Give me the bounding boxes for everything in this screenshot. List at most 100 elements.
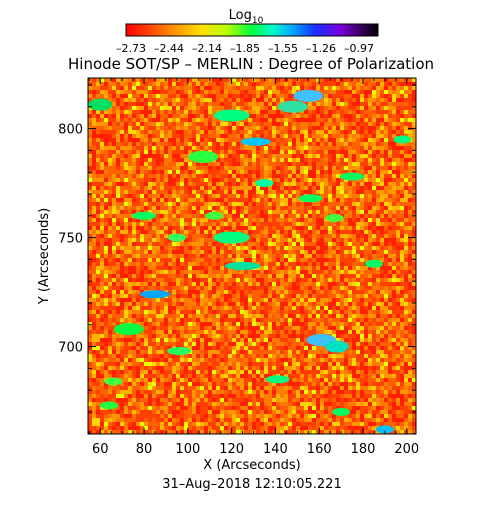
heatmap-cell [156,134,160,138]
heatmap-cell [324,94,328,98]
heatmap-cell [248,174,252,178]
heatmap-cell [164,182,168,186]
heatmap-cell [412,198,416,202]
heatmap-cell [380,178,384,182]
heatmap-cell [344,98,348,102]
heatmap-cell [380,298,384,302]
heatmap-cell [412,134,416,138]
heatmap-cell [96,130,100,134]
heatmap-cell [188,218,192,222]
heatmap-cell [276,294,280,298]
heatmap-cell [372,282,376,286]
heatmap-cell [352,310,356,314]
heatmap-cell [108,158,112,162]
heatmap-cell [356,210,360,214]
heatmap-cell [396,202,400,206]
heatmap-cell [324,270,328,274]
heatmap-cell [336,250,340,254]
heatmap-cell [144,258,148,262]
heatmap-cell [372,310,376,314]
heatmap-cell [308,174,312,178]
heatmap-cell [200,310,204,314]
heatmap-cell [132,262,136,266]
heatmap-cell [332,266,336,270]
heatmap-cell [168,258,172,262]
heatmap-cell [324,126,328,130]
heatmap-cell [188,206,192,210]
heatmap-cell [96,134,100,138]
heatmap-cell [228,130,232,134]
heatmap-cell [336,146,340,150]
heatmap-cell [204,206,208,210]
heatmap-cell [204,94,208,98]
heatmap-cell [388,274,392,278]
heatmap-cell [376,114,380,118]
heatmap-cell [376,302,380,306]
heatmap-cell [220,130,224,134]
heatmap-cell [188,298,192,302]
heatmap-cell [412,158,416,162]
heatmap-cell [408,298,412,302]
heatmap-cell [328,258,332,262]
heatmap-cell [156,254,160,258]
heatmap-cell [412,206,416,210]
heatmap-cell [352,294,356,298]
heatmap-cell [92,246,96,250]
heatmap-cell [412,154,416,158]
heatmap-cell [92,158,96,162]
heatmap-cell [260,150,264,154]
heatmap-cell [268,234,272,238]
heatmap-cell [180,150,184,154]
heatmap-cell [188,174,192,178]
heatmap-cell [264,298,268,302]
heatmap-cell [120,166,124,170]
heatmap-cell [272,166,276,170]
heatmap-cell [152,306,156,310]
heatmap-cell [300,146,304,150]
heatmap-cell [248,106,252,110]
heatmap-cell [88,290,92,294]
heatmap-cell [364,150,368,154]
heatmap-cell [272,142,276,146]
heatmap-cell [188,146,192,150]
heatmap-cell [324,226,328,230]
heatmap-cell [208,226,212,230]
heatmap-cell [208,134,212,138]
heatmap-cell [164,114,168,118]
heatmap-cell [200,302,204,306]
heatmap-cell [260,306,264,310]
heatmap-cell [308,214,312,218]
heatmap-cell [320,158,324,162]
heatmap-cell [280,262,284,266]
heatmap-cell [232,94,236,98]
heatmap-cell [92,270,96,274]
heatmap-cell [116,94,120,98]
heatmap-cell [212,178,216,182]
heatmap-cell [304,238,308,242]
heatmap-cell [184,318,188,322]
heatmap-cell [212,218,216,222]
heatmap-cell [320,218,324,222]
heatmap-cell [88,194,92,198]
heatmap-cell [372,86,376,90]
heatmap-cell [344,194,348,198]
heatmap-cell [252,258,256,262]
heatmap-cell [312,102,316,106]
heatmap-cell [212,94,216,98]
heatmap-cell [276,246,280,250]
heatmap-cell [252,154,256,158]
heatmap-cell [388,202,392,206]
heatmap-cell [340,294,344,298]
heatmap-cell [100,258,104,262]
heatmap-cell [272,246,276,250]
heatmap-cell [316,78,320,82]
heatmap-cell [140,102,144,106]
heatmap-cell [400,238,404,242]
heatmap-cell [276,266,280,270]
heatmap-cell [360,278,364,282]
heatmap-cell [344,250,348,254]
heatmap-cell [208,274,212,278]
heatmap-cell [364,106,368,110]
heatmap-cell [116,82,120,86]
heatmap-cell [192,146,196,150]
